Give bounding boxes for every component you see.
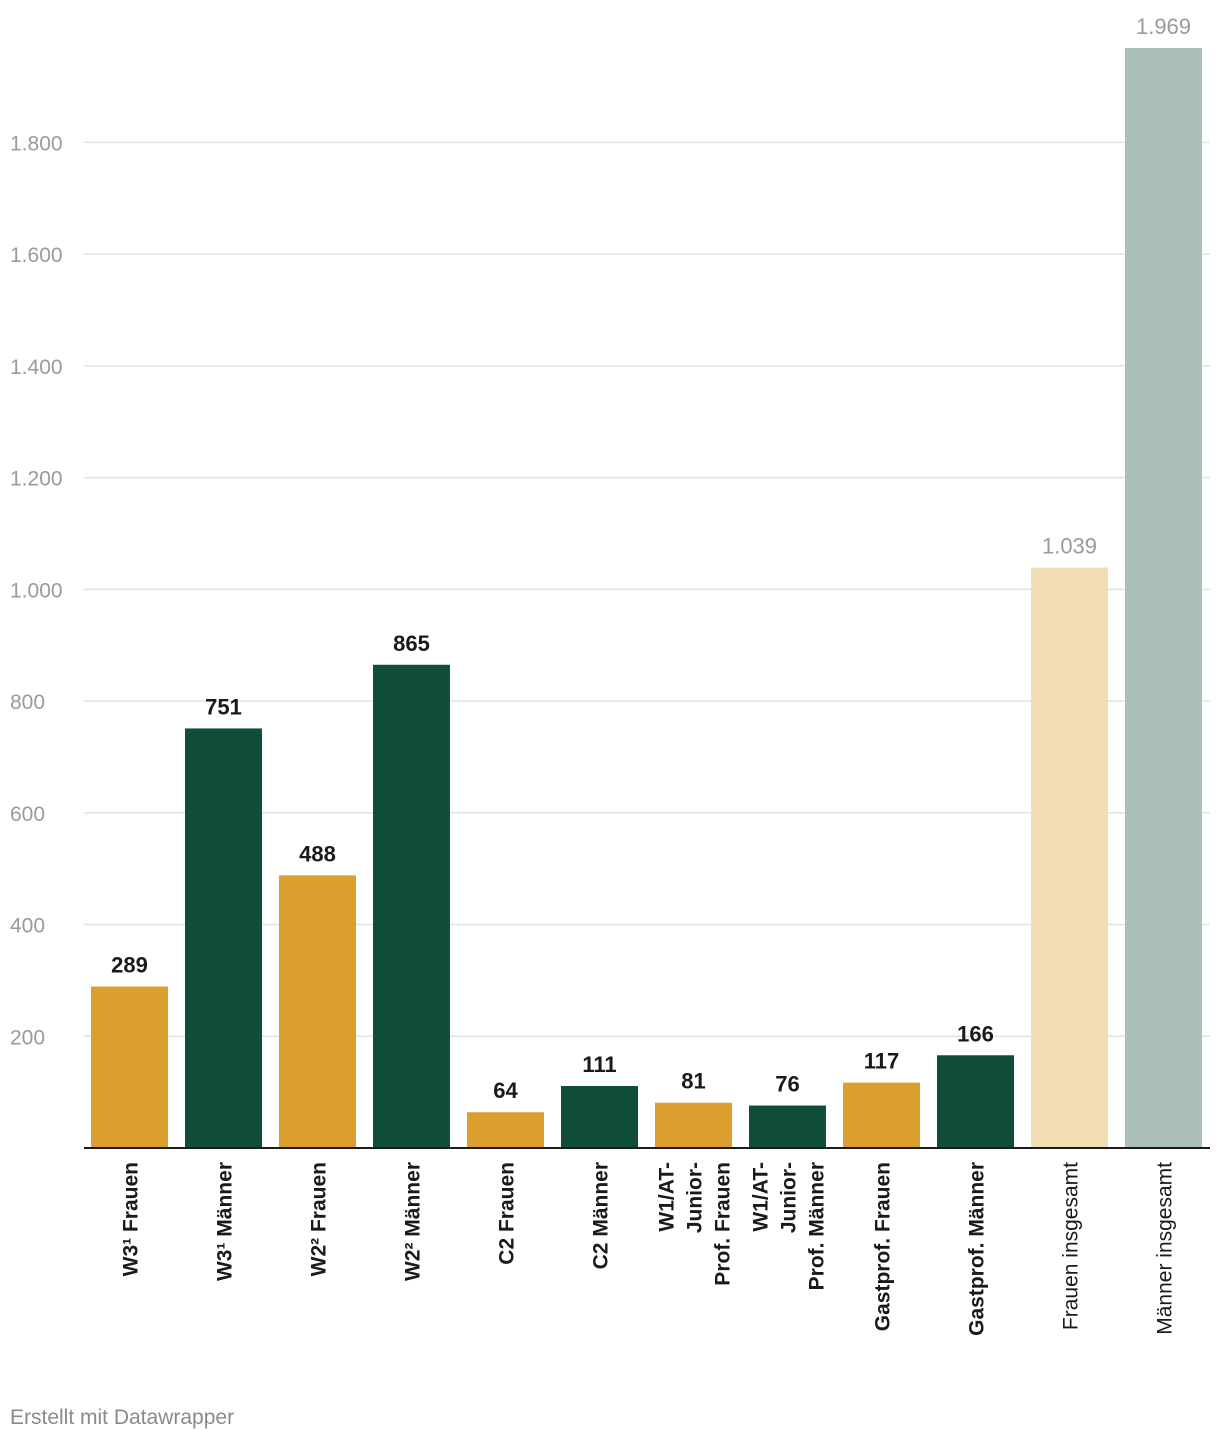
x-tick-label-line: C2 Frauen [496,1162,519,1265]
x-tick-label: W1/AT- Junior- Prof. Frauen [656,1162,735,1286]
bar-value-label: 166 [957,1021,994,1046]
bar [373,664,450,1148]
bar-value-label: 289 [111,953,148,978]
bar-value-label: 76 [775,1072,799,1097]
bar [279,875,356,1148]
x-axis-labels: W3¹ Frauen W3¹ Männer W2² Frauen W2² Männer… [120,1162,1177,1336]
x-tick-label: Frauen insgesamt [1060,1162,1083,1330]
x-tick-label: W3¹ Frauen [120,1162,143,1276]
bar [91,986,168,1148]
gridlines: 200 400 600 800 1.000 1.200 1.400 1.600 1.800 [10,132,1210,1049]
y-tick-label: 200 [10,1026,45,1049]
x-tick-label: W3¹ Männer [214,1162,237,1281]
bar [749,1105,826,1148]
x-tick-label: W1/AT- Junior- Prof. Männer [750,1162,829,1290]
x-tick-label-line: W2² Frauen [308,1162,331,1276]
y-tick-label: 400 [10,915,45,938]
bar [185,728,262,1148]
x-tick-label-line: Prof. Männer [806,1162,829,1290]
x-tick-label: W2² Männer [402,1162,425,1281]
bar [467,1112,544,1148]
x-tick-label-line: Prof. Frauen [712,1162,735,1286]
bar [843,1082,920,1148]
x-tick-label-line: Gastprof. Frauen [872,1162,895,1331]
x-tick-label-line: C2 Männer [590,1162,613,1269]
bar-value-label: 865 [393,631,430,656]
x-tick-label-line: Gastprof. Männer [966,1162,989,1336]
bar-value-label: 751 [205,694,242,719]
x-tick-label-line: W2² Männer [402,1162,425,1281]
bar-value-label: 488 [299,841,336,866]
bar [1031,567,1108,1148]
y-tick-label: 1.400 [10,356,63,379]
bar [1125,48,1202,1148]
bar-value-label: 81 [681,1069,705,1094]
x-tick-label: Männer insgesamt [1154,1162,1177,1335]
x-tick-label: Gastprof. Frauen [872,1162,895,1331]
bar-value-label: 1.969 [1136,14,1191,39]
value-labels: 289 751 488 865 64 111 81 76 117 166 1.039 1.969 [111,14,1191,1103]
x-tick-label: W2² Frauen [308,1162,331,1276]
x-tick-label-line: Frauen insgesamt [1060,1162,1083,1330]
x-tick-label: Gastprof. Männer [966,1162,989,1336]
bar-value-label: 111 [582,1052,616,1077]
y-tick-label: 1.000 [10,579,63,602]
x-tick-label-line: Junior- [778,1162,801,1233]
y-tick-label: 800 [10,691,45,714]
footer-credit: Erstellt mit Datawrapper [10,1406,235,1429]
x-tick-label-line: W3¹ Männer [214,1162,237,1281]
bar-value-label: 1.039 [1042,534,1097,559]
bar-value-label: 64 [493,1078,518,1103]
x-tick-label: C2 Frauen [496,1162,519,1265]
bar [561,1085,638,1148]
x-tick-label-line: W1/AT- [750,1162,773,1232]
x-tick-label-line: Männer insgesamt [1154,1162,1177,1335]
bars [91,48,1202,1148]
x-tick-label-line: W3¹ Frauen [120,1162,143,1276]
x-tick-label: C2 Männer [590,1162,613,1269]
y-tick-label: 1.800 [10,132,63,155]
y-tick-label: 1.200 [10,468,63,491]
bar-value-label: 117 [864,1049,900,1074]
bar [937,1055,1014,1148]
x-tick-label-line: W1/AT- [656,1162,679,1232]
y-tick-label: 600 [10,803,45,826]
y-tick-label: 1.600 [10,244,63,267]
x-tick-label-line: Junior- [684,1162,707,1233]
bar [655,1102,732,1148]
